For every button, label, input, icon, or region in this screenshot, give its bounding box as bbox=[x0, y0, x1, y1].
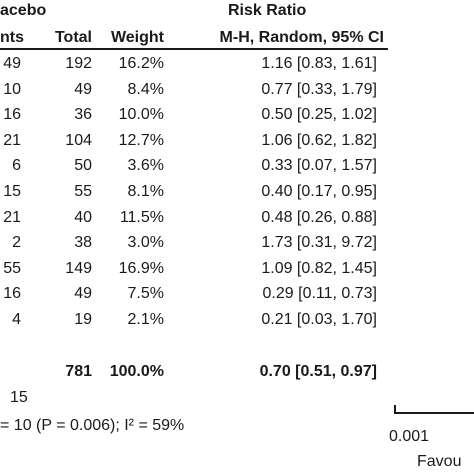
row-total: 40 bbox=[74, 209, 92, 226]
row-events: 21 bbox=[3, 209, 21, 226]
total-count: 781 bbox=[65, 363, 92, 380]
row-weight: 16.2% bbox=[118, 55, 164, 72]
row-events: 21 bbox=[3, 132, 21, 149]
events-column-header: nts bbox=[0, 29, 24, 46]
row-risk-ratio: 0.50 [0.25, 1.02] bbox=[261, 106, 377, 123]
row-risk-ratio: 0.77 [0.33, 1.79] bbox=[261, 81, 377, 98]
row-events: 16 bbox=[3, 285, 21, 302]
row-risk-ratio: 1.73 [0.31, 9.72] bbox=[261, 234, 377, 251]
row-weight: 2.1% bbox=[127, 311, 164, 328]
x-axis-tick bbox=[394, 405, 396, 413]
pooled-risk-ratio: 0.70 [0.51, 0.97] bbox=[259, 363, 377, 380]
row-total: 49 bbox=[74, 81, 92, 98]
favours-label: Favou bbox=[417, 453, 462, 470]
row-events: 4 bbox=[12, 311, 21, 328]
row-total: 192 bbox=[65, 55, 92, 72]
total-weight: 100.0% bbox=[109, 363, 164, 380]
row-risk-ratio: 0.40 [0.17, 0.95] bbox=[261, 183, 377, 200]
row-total: 104 bbox=[65, 132, 92, 149]
heterogeneity-statistic: = 10 (P = 0.006); I² = 59% bbox=[0, 417, 185, 434]
row-risk-ratio: 1.16 [0.83, 1.61] bbox=[261, 55, 377, 72]
row-events: 15 bbox=[3, 183, 21, 200]
x-axis-min-label: 0.001 bbox=[389, 428, 430, 445]
risk-ratio-header: Risk Ratio bbox=[228, 2, 307, 19]
row-total: 50 bbox=[74, 157, 92, 174]
row-weight: 3.6% bbox=[127, 157, 164, 174]
row-weight: 16.9% bbox=[118, 260, 164, 277]
row-events: 6 bbox=[12, 157, 21, 174]
row-risk-ratio: 1.09 [0.82, 1.45] bbox=[261, 260, 377, 277]
total-events: 15 bbox=[10, 389, 28, 406]
row-total: 149 bbox=[65, 260, 92, 277]
row-weight: 10.0% bbox=[118, 106, 164, 123]
row-events: 10 bbox=[3, 81, 21, 98]
x-axis-line bbox=[394, 412, 474, 414]
method-column-header: M-H, Random, 95% CI bbox=[219, 29, 384, 46]
row-risk-ratio: 0.29 [0.11, 0.73] bbox=[262, 285, 377, 302]
row-weight: 8.1% bbox=[127, 183, 164, 200]
row-events: 16 bbox=[3, 106, 21, 123]
total-column-header: Total bbox=[54, 29, 92, 46]
row-risk-ratio: 0.48 [0.26, 0.88] bbox=[261, 209, 377, 226]
row-events: 55 bbox=[3, 260, 21, 277]
row-total: 36 bbox=[74, 106, 92, 123]
row-total: 49 bbox=[74, 285, 92, 302]
row-weight: 7.5% bbox=[127, 285, 164, 302]
row-total: 55 bbox=[74, 183, 92, 200]
row-events: 2 bbox=[12, 234, 21, 251]
row-weight: 3.0% bbox=[127, 234, 164, 251]
row-weight: 8.4% bbox=[127, 81, 164, 98]
weight-column-header: Weight bbox=[110, 29, 164, 46]
row-risk-ratio: 1.06 [0.62, 1.82] bbox=[261, 132, 377, 149]
row-events: 49 bbox=[3, 55, 21, 72]
header-rule bbox=[0, 48, 388, 50]
placebo-group-header: acebo bbox=[0, 2, 47, 19]
row-risk-ratio: 0.33 [0.07, 1.57] bbox=[261, 157, 377, 174]
row-risk-ratio: 0.21 [0.03, 1.70] bbox=[261, 311, 377, 328]
row-total: 38 bbox=[74, 234, 92, 251]
row-weight: 11.5% bbox=[119, 209, 164, 226]
row-total: 19 bbox=[74, 311, 92, 328]
row-weight: 12.7% bbox=[118, 132, 164, 149]
